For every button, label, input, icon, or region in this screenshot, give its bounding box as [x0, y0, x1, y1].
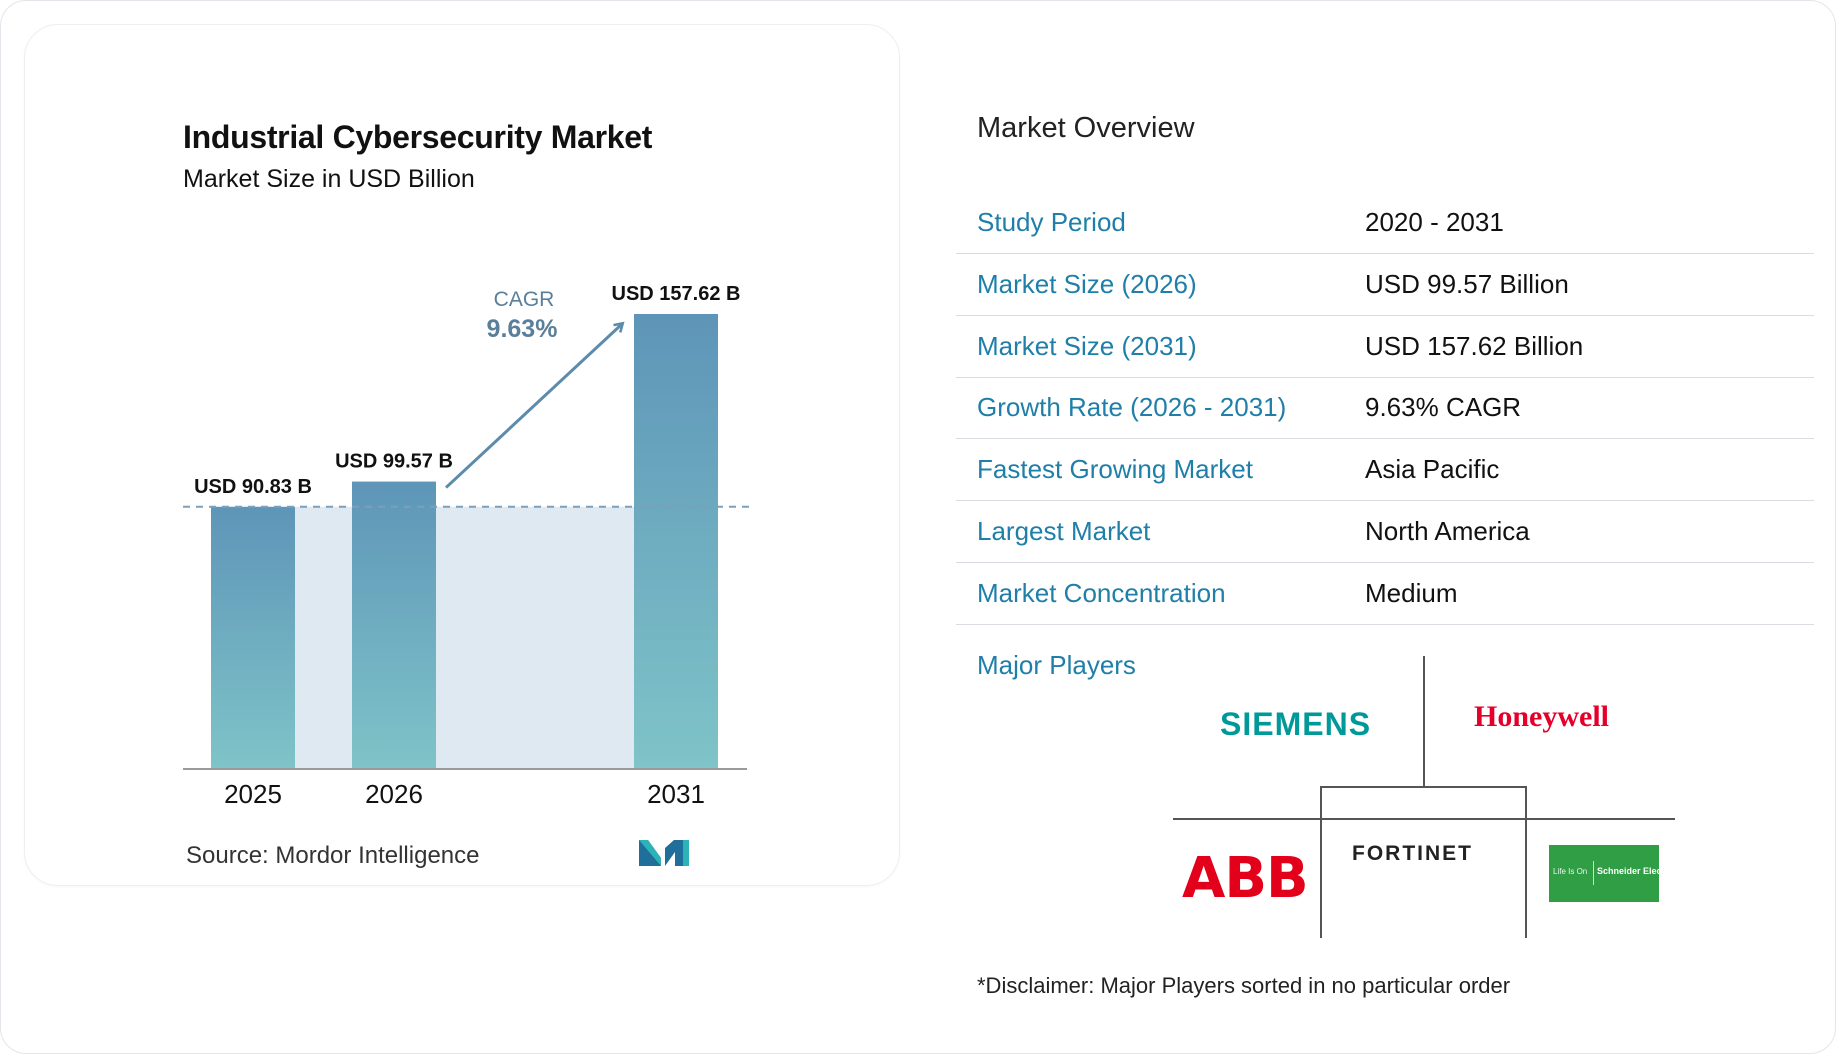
schneider-electric-logo: Life Is On Schneider Electric [1549, 845, 1676, 902]
bar-2031 [634, 314, 718, 769]
disclaimer-text: *Disclaimer: Major Players sorted in no … [977, 973, 1511, 998]
cagr-label: CAGR [494, 288, 555, 311]
row-label: Largest Market [977, 516, 1151, 546]
row-label: Market Size (2026) [977, 269, 1197, 299]
source-text: Source: Mordor Intelligence [186, 842, 480, 869]
siemens-logo: SIEMENS [1220, 706, 1372, 742]
mordor-intelligence-logo [639, 840, 689, 866]
value-label-2031: USD 157.62 B [612, 283, 741, 305]
row-value: USD 99.57 Billion [1365, 269, 1569, 299]
schneider-tagline: Life Is On [1553, 867, 1588, 876]
chart-title: Industrial Cybersecurity Market [183, 119, 653, 155]
row-label: Study Period [977, 207, 1126, 237]
bar-2025 [211, 506, 295, 769]
schneider-name: Schneider Electric [1597, 866, 1676, 876]
grid-divider [1320, 786, 1322, 938]
x-tick-2025: 2025 [224, 779, 282, 809]
fortinet-logo: FORTINET [1352, 842, 1473, 865]
overview-row-largest-market: Largest Market North America [956, 500, 1814, 563]
overview-row-market-size-2026: Market Size (2026) USD 99.57 Billion [956, 253, 1814, 316]
row-value: Medium [1365, 578, 1458, 608]
row-label: Growth Rate (2026 - 2031) [977, 392, 1287, 422]
row-label: Market Size (2031) [977, 331, 1197, 361]
row-value: USD 157.62 Billion [1365, 331, 1584, 361]
row-value: 2020 - 2031 [1365, 207, 1504, 237]
x-tick-2026: 2026 [365, 779, 423, 809]
overview-row-study-period: Study Period 2020 - 2031 [956, 191, 1814, 254]
overview-row-fastest-growing: Fastest Growing Market Asia Pacific [956, 438, 1814, 501]
value-label-2025: USD 90.83 B [194, 476, 312, 498]
schneider-divider [1593, 861, 1594, 885]
market-overview-title: Market Overview [977, 112, 1195, 144]
overview-row-market-size-2031: Market Size (2031) USD 157.62 Billion [956, 315, 1814, 378]
chart-subtitle: Market Size in USD Billion [183, 165, 475, 193]
grid-divider [1525, 786, 1527, 938]
grid-divider [1423, 656, 1425, 787]
row-value: North America [1365, 516, 1530, 546]
bar-2026 [352, 481, 436, 769]
cagr-arrow [444, 324, 622, 489]
x-tick-2031: 2031 [647, 779, 705, 809]
overview-row-market-concentration: Market Concentration Medium [956, 562, 1814, 625]
overview-row-growth-rate: Growth Rate (2026 - 2031) 9.63% CAGR [956, 376, 1814, 439]
bar-chart: USD 90.83 B 2025 USD 99.57 B 2026 USD 157.62… [183, 283, 750, 809]
row-label: Market Concentration [977, 578, 1226, 608]
grid-divider [1320, 786, 1527, 788]
value-label-2026: USD 99.57 B [335, 451, 453, 473]
abb-logo: ABB [1182, 846, 1309, 911]
row-value: Asia Pacific [1365, 454, 1500, 484]
baseline-band [211, 506, 718, 769]
row-label: Fastest Growing Market [977, 454, 1253, 484]
grid-divider [1173, 818, 1675, 820]
row-value: 9.63% CAGR [1365, 392, 1522, 422]
cagr-value: 9.63% [487, 315, 558, 343]
honeywell-logo: Honeywell [1474, 700, 1609, 733]
major-players-title: Major Players [977, 650, 1136, 680]
